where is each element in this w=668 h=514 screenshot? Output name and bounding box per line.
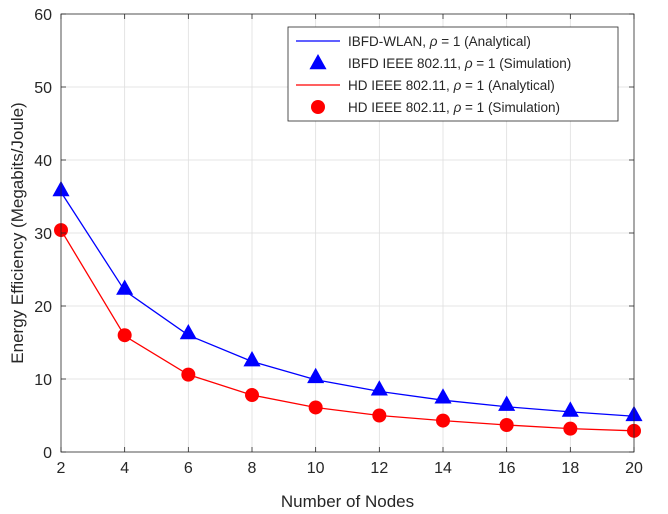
triangle-marker [561, 401, 579, 417]
circle-marker [117, 328, 132, 343]
x-tick-label: 8 [248, 460, 257, 477]
series-line [60, 229, 635, 432]
x-tick-label: 2 [57, 460, 66, 477]
y-tick-label: 40 [34, 153, 52, 170]
y-tick-label: 0 [43, 445, 52, 462]
triangle-marker [498, 395, 516, 411]
triangle-marker [370, 380, 388, 396]
triangle-marker [179, 324, 197, 340]
series-3 [54, 223, 641, 438]
y-tick-label: 20 [34, 299, 52, 316]
x-tick-label: 18 [561, 460, 579, 477]
x-tick-label: 14 [434, 460, 452, 477]
y-tick-label: 10 [34, 372, 52, 389]
x-tick-label: 20 [625, 460, 643, 477]
x-axis-label: Number of Nodes [281, 492, 414, 511]
legend-circle-swatch [311, 100, 325, 114]
series-line [60, 191, 635, 417]
x-tick-label: 10 [307, 460, 325, 477]
circle-marker [308, 400, 323, 415]
legend-entry: HD IEEE 802.11, ρ = 1 (Simulation) [348, 100, 560, 115]
y-tick-label: 50 [34, 80, 52, 97]
x-tick-label: 16 [498, 460, 516, 477]
x-tick-label: 12 [370, 460, 388, 477]
data-series [52, 180, 643, 438]
y-tick-label: 30 [34, 226, 52, 243]
circle-marker [436, 413, 450, 428]
series-2 [60, 229, 635, 432]
legend-entry: IBFD IEEE 802.11, ρ = 1 (Simulation) [348, 56, 571, 71]
triangle-marker [243, 351, 261, 367]
triangle-marker [434, 388, 452, 404]
legend-entry: IBFD-WLAN, ρ = 1 (Analytical) [348, 34, 531, 49]
triangle-marker [116, 279, 134, 295]
x-tick-label: 4 [120, 460, 129, 477]
triangle-marker [307, 367, 325, 384]
legend-entry: HD IEEE 802.11, ρ = 1 (Analytical) [348, 78, 555, 93]
y-tick-label: 60 [34, 7, 52, 24]
axis-ticks: 2 4 6 8 10 12 14 16 18 20 0 10 20 30 40 50 60 [34, 7, 643, 477]
circle-marker [372, 408, 387, 423]
x-tick-label: 6 [184, 460, 193, 477]
legend-triangle-swatch [309, 54, 327, 70]
circle-marker [181, 367, 196, 382]
series-0 [60, 191, 635, 417]
circle-marker [563, 421, 578, 436]
circle-marker [245, 388, 259, 403]
y-axis-label: Energy Efficiency (Megabits/Joule) [8, 102, 27, 363]
legend: IBFD-WLAN, ρ = 1 (Analytical) IBFD IEEE 8… [287, 26, 619, 122]
circle-marker [499, 417, 514, 432]
legend-box [287, 26, 619, 122]
